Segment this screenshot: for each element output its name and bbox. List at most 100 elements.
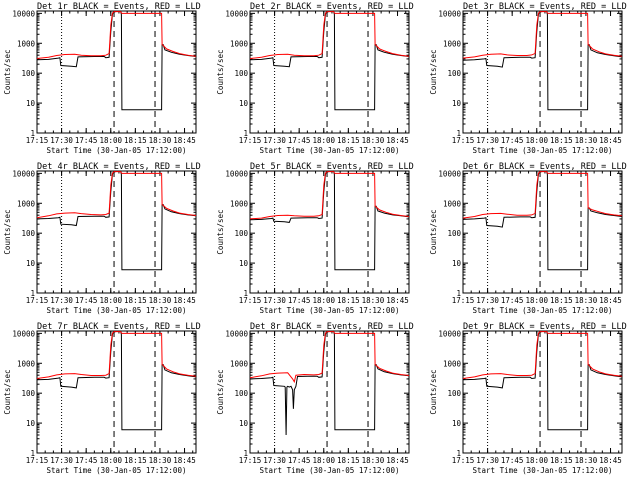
ytick-label: 100 [21,389,35,398]
ytick-label: 1000 [17,199,36,208]
panel-title: Det 9r BLACK = Events, RED = LLD [463,322,627,332]
xtick-label: 18:15 [124,136,147,145]
xtick-label: 18:15 [337,296,360,305]
x-axis-label: Start Time (30-Jan-05 17:12:00) [473,466,613,475]
plot-frame [36,170,197,294]
ytick-label: 1000 [230,39,249,48]
xtick-label: 17:30 [263,296,286,305]
panel-title: Det 8r BLACK = Events, RED = LLD [250,322,414,332]
series-red [36,171,197,219]
panel-9: Det 9r BLACK = Events, RED = LLD 1 10 100 10… [429,322,627,475]
xtick-label: 18:30 [362,296,385,305]
xtick-label: 17:15 [239,456,262,465]
xtick-label: 18:45 [173,296,196,305]
plot-frame [249,330,410,454]
xtick-label: 17:15 [239,296,262,305]
ytick-label: 1 [243,449,248,458]
plot-frame [462,330,623,454]
xtick-label: 17:30 [263,136,286,145]
series-red [249,11,410,59]
ytick-label: 1 [243,289,248,298]
xtick-label: 17:15 [26,136,49,145]
ytick-label: 10 [239,259,249,268]
ytick-label: 1 [456,129,461,138]
x-axis-label: Start Time (30-Jan-05 17:12:00) [473,306,613,315]
y-axis-label: Counts/sec [3,49,12,94]
series-black [462,330,623,431]
x-axis-label: Start Time (30-Jan-05 17:12:00) [47,146,187,155]
xtick-label: 17:45 [501,136,524,145]
y-axis-label: Counts/sec [3,209,12,254]
x-axis-label: Start Time (30-Jan-05 17:12:00) [47,466,187,475]
ytick-label: 100 [234,389,248,398]
xtick-label: 18:45 [386,456,409,465]
y-axis-label: Counts/sec [429,49,438,94]
xtick-label: 18:15 [550,296,573,305]
xtick-label: 17:45 [288,136,311,145]
ytick-label: 10000 [438,329,461,338]
x-axis-label: Start Time (30-Jan-05 17:12:00) [260,146,400,155]
y-axis-label: Counts/sec [216,369,225,414]
xtick-label: 17:45 [288,456,311,465]
panel-6: Det 6r BLACK = Events, RED = LLD 1 10 100 10… [429,162,627,315]
panel-title: Det 4r BLACK = Events, RED = LLD [37,162,201,172]
ytick-label: 100 [447,69,461,78]
xtick-label: 17:30 [476,136,499,145]
panel-3: Det 3r BLACK = Events, RED = LLD 1 10 100 10… [429,2,627,155]
xtick-label: 17:30 [263,456,286,465]
ytick-label: 1000 [230,199,249,208]
xtick-label: 18:30 [149,296,172,305]
panel-4: Det 4r BLACK = Events, RED = LLD 1 10 100 10… [3,162,201,315]
ytick-label: 10 [26,99,36,108]
ytick-label: 100 [234,69,248,78]
xtick-label: 18:00 [312,456,335,465]
xtick-label: 18:15 [550,136,573,145]
panel-2: Det 2r BLACK = Events, RED = LLD 1 10 100 10… [216,2,414,155]
xtick-label: 17:30 [50,456,73,465]
ytick-label: 1000 [230,359,249,368]
xtick-label: 18:30 [575,296,598,305]
ytick-label: 10 [239,99,249,108]
ytick-label: 10 [452,419,462,428]
xtick-label: 17:45 [75,456,98,465]
series-black [249,330,410,436]
y-axis-label: Counts/sec [3,369,12,414]
panel-7: Det 7r BLACK = Events, RED = LLD 1 10 100 10… [3,322,201,475]
series-black [249,170,410,271]
ytick-label: 1 [243,129,248,138]
ytick-label: 10000 [12,329,35,338]
series-black [462,10,623,111]
xtick-label: 17:45 [501,456,524,465]
ytick-label: 10 [452,259,462,268]
xtick-label: 18:15 [337,456,360,465]
series-red [462,331,623,379]
series-red [36,331,197,379]
xtick-label: 17:30 [476,456,499,465]
ytick-label: 1000 [17,359,36,368]
xtick-label: 17:15 [26,296,49,305]
ytick-label: 1 [456,449,461,458]
ytick-label: 10000 [225,169,248,178]
xtick-label: 18:00 [312,136,335,145]
xtick-label: 17:45 [288,296,311,305]
series-black [36,10,197,111]
plot-frame [249,170,410,294]
ytick-label: 1 [30,449,35,458]
x-axis-label: Start Time (30-Jan-05 17:12:00) [473,146,613,155]
ytick-label: 100 [234,229,248,238]
xtick-label: 18:45 [599,296,622,305]
panel-title: Det 2r BLACK = Events, RED = LLD [250,2,414,12]
xtick-label: 18:00 [99,456,122,465]
ytick-label: 10000 [225,9,248,18]
x-axis-label: Start Time (30-Jan-05 17:12:00) [260,306,400,315]
panel-title: Det 1r BLACK = Events, RED = LLD [37,2,201,12]
ytick-label: 1000 [17,39,36,48]
xtick-label: 18:00 [99,296,122,305]
series-black [462,170,623,271]
xtick-label: 17:30 [50,136,73,145]
series-black [249,10,410,111]
ytick-label: 10000 [12,169,35,178]
panel-8: Det 8r BLACK = Events, RED = LLD 1 10 100 10… [216,322,414,475]
series-black [36,170,197,271]
